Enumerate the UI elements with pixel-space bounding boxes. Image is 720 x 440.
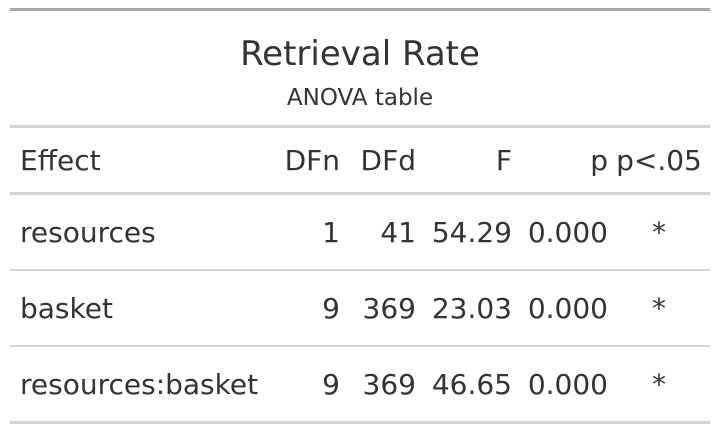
col-header-significance: p<.05	[608, 128, 710, 195]
header-row: Effect DFn DFd F p p<.05	[10, 128, 710, 195]
col-header-dfd: DFd	[340, 128, 416, 195]
dfn-cell: 1	[270, 193, 340, 271]
table-subtitle: ANOVA table	[286, 85, 434, 111]
f-cell: 54.29	[416, 193, 512, 271]
significance-cell: *	[608, 193, 710, 271]
col-header-dfn: DFn	[270, 128, 340, 195]
dfn-cell: 9	[270, 346, 340, 424]
top-rule	[10, 8, 710, 11]
dfn-cell: 9	[270, 270, 340, 347]
p-cell: 0.000	[512, 270, 608, 347]
dfd-cell: 369	[340, 346, 416, 424]
anova-grid: Effect DFn DFd F p p<.05 resources 1 41 …	[10, 128, 710, 424]
effect-cell: basket	[10, 270, 270, 347]
dfd-cell: 41	[340, 193, 416, 271]
col-header-p: p	[512, 128, 608, 195]
p-cell: 0.000	[512, 346, 608, 424]
col-header-effect: Effect	[10, 128, 270, 195]
table-title: Retrieval Rate	[240, 34, 480, 74]
table-row: basket 9 369 23.03 0.000 *	[10, 270, 710, 347]
f-cell: 46.65	[416, 346, 512, 424]
f-cell: 23.03	[416, 270, 512, 347]
table-row: resources:basket 9 369 46.65 0.000 *	[10, 346, 710, 424]
effect-cell: resources:basket	[10, 346, 270, 424]
col-header-f: F	[416, 128, 512, 195]
dfd-cell: 369	[340, 270, 416, 347]
effect-cell: resources	[10, 193, 270, 271]
p-cell: 0.000	[512, 193, 608, 271]
significance-cell: *	[608, 270, 710, 347]
table-row: resources 1 41 54.29 0.000 *	[10, 193, 710, 271]
anova-table: Retrieval Rate ANOVA table Effect DFn DF…	[10, 8, 710, 424]
header-rule	[10, 125, 710, 128]
significance-cell: *	[608, 346, 710, 424]
